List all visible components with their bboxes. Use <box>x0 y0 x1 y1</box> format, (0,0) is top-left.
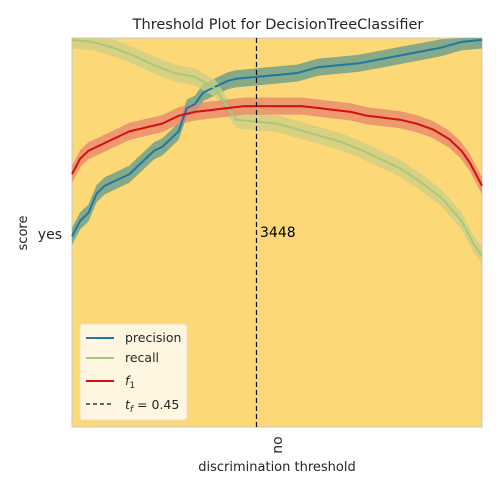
legend-label-recall: recall <box>125 350 159 365</box>
legend-label-precision: precision <box>125 330 181 345</box>
recall-line <box>71 38 483 257</box>
legend-label-threshold: tf = 0.45 <box>125 397 179 415</box>
precision-band <box>72 38 482 245</box>
x-tick-label: no <box>270 436 286 453</box>
chart-title: Threshold Plot for DecisionTreeClassifie… <box>132 17 424 33</box>
legend-label-f1: f1 <box>125 373 135 391</box>
f1-line <box>71 105 483 187</box>
y-tick-label: yes <box>38 227 62 243</box>
series-lines <box>71 38 483 257</box>
precision-line <box>71 38 483 237</box>
f1-band <box>72 97 482 195</box>
x-axis-label: discrimination threshold <box>198 460 355 475</box>
confidence-bands <box>72 38 482 265</box>
threshold-annotation: 3448 <box>260 225 296 241</box>
y-axis-label: score <box>16 216 31 251</box>
legend: precision recall f1 tf = 0.45 <box>79 323 188 421</box>
legend-box <box>79 323 188 421</box>
